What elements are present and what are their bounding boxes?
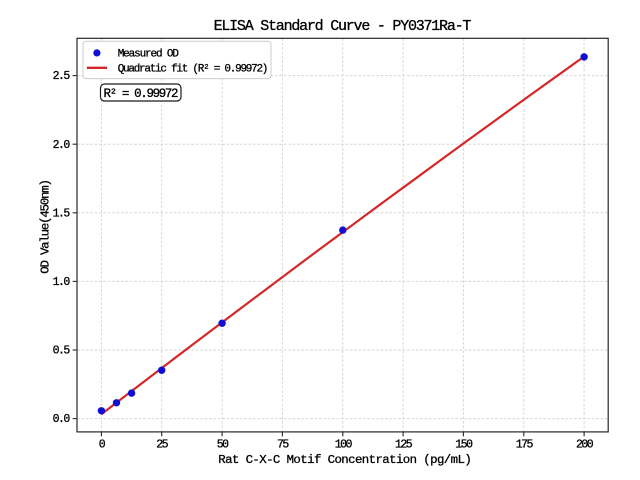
svg-text:150: 150 bbox=[455, 439, 473, 452]
svg-text:2.0: 2.0 bbox=[53, 139, 71, 152]
svg-text:Rat C-X-C Motif Concentration: Rat C-X-C Motif Concentration (pg/mL) bbox=[218, 453, 472, 467]
svg-text:0: 0 bbox=[99, 439, 106, 452]
svg-text:50: 50 bbox=[217, 439, 229, 452]
svg-text:1.0: 1.0 bbox=[53, 276, 71, 289]
svg-text:R² = 0.99972: R² = 0.99972 bbox=[104, 87, 179, 101]
svg-text:100: 100 bbox=[335, 439, 353, 452]
svg-text:0.0: 0.0 bbox=[53, 413, 71, 426]
svg-text:2.5: 2.5 bbox=[53, 70, 71, 83]
svg-text:25: 25 bbox=[156, 439, 168, 452]
svg-text:75: 75 bbox=[277, 439, 289, 452]
svg-text:175: 175 bbox=[516, 439, 534, 452]
svg-text:OD Value(450nm): OD Value(450nm) bbox=[39, 180, 53, 274]
svg-text:Quadratic fit (R² = 0.99972): Quadratic fit (R² = 0.99972) bbox=[118, 64, 269, 76]
svg-text:Measured OD: Measured OD bbox=[118, 49, 180, 61]
svg-text:1.5: 1.5 bbox=[53, 207, 71, 220]
svg-text:0.5: 0.5 bbox=[53, 345, 71, 358]
svg-text:125: 125 bbox=[395, 439, 413, 452]
svg-text:200: 200 bbox=[576, 439, 594, 452]
svg-text:ELISA Standard Curve - PY0371R: ELISA Standard Curve - PY0371Ra-T bbox=[214, 18, 472, 35]
